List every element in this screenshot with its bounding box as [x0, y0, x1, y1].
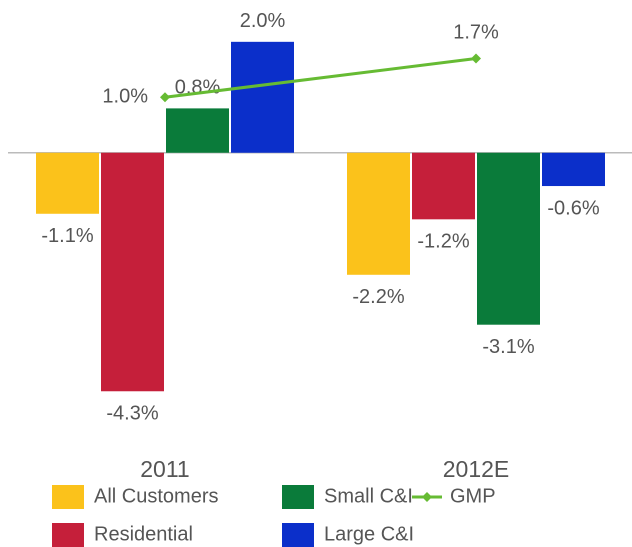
value-label: -4.3% [106, 403, 158, 425]
bar [101, 152, 164, 392]
value-label: -2.2% [352, 286, 404, 308]
legend-swatch [282, 485, 314, 509]
value-label: -0.6% [547, 197, 599, 219]
line-marker [471, 53, 481, 64]
value-label: -1.1% [41, 225, 93, 247]
value-label: 1.0% [102, 86, 148, 108]
category-label: 2011 [140, 456, 189, 482]
legend-label: GMP [450, 485, 496, 507]
value-label: -1.2% [417, 231, 469, 253]
bar [542, 152, 605, 187]
legend-label: Large C&I [324, 523, 414, 545]
bar [166, 108, 229, 153]
legend-swatch [282, 523, 314, 547]
bar [412, 152, 475, 220]
legend-label: All Customers [94, 485, 218, 507]
legend-label: Residential [94, 523, 193, 545]
bar [231, 41, 294, 153]
value-label: 2.0% [240, 10, 286, 32]
bar [477, 152, 540, 325]
value-label: -3.1% [482, 336, 534, 358]
bar [347, 152, 410, 275]
value-label: 1.7% [453, 22, 499, 44]
legend-swatch [52, 523, 84, 547]
legend-swatch [52, 485, 84, 509]
legend-label: Small C&I [324, 485, 413, 507]
bar [36, 152, 99, 214]
category-label: 2012E [443, 456, 510, 482]
line-marker [160, 92, 170, 103]
line [164, 56, 477, 99]
legend-marker [422, 492, 432, 502]
